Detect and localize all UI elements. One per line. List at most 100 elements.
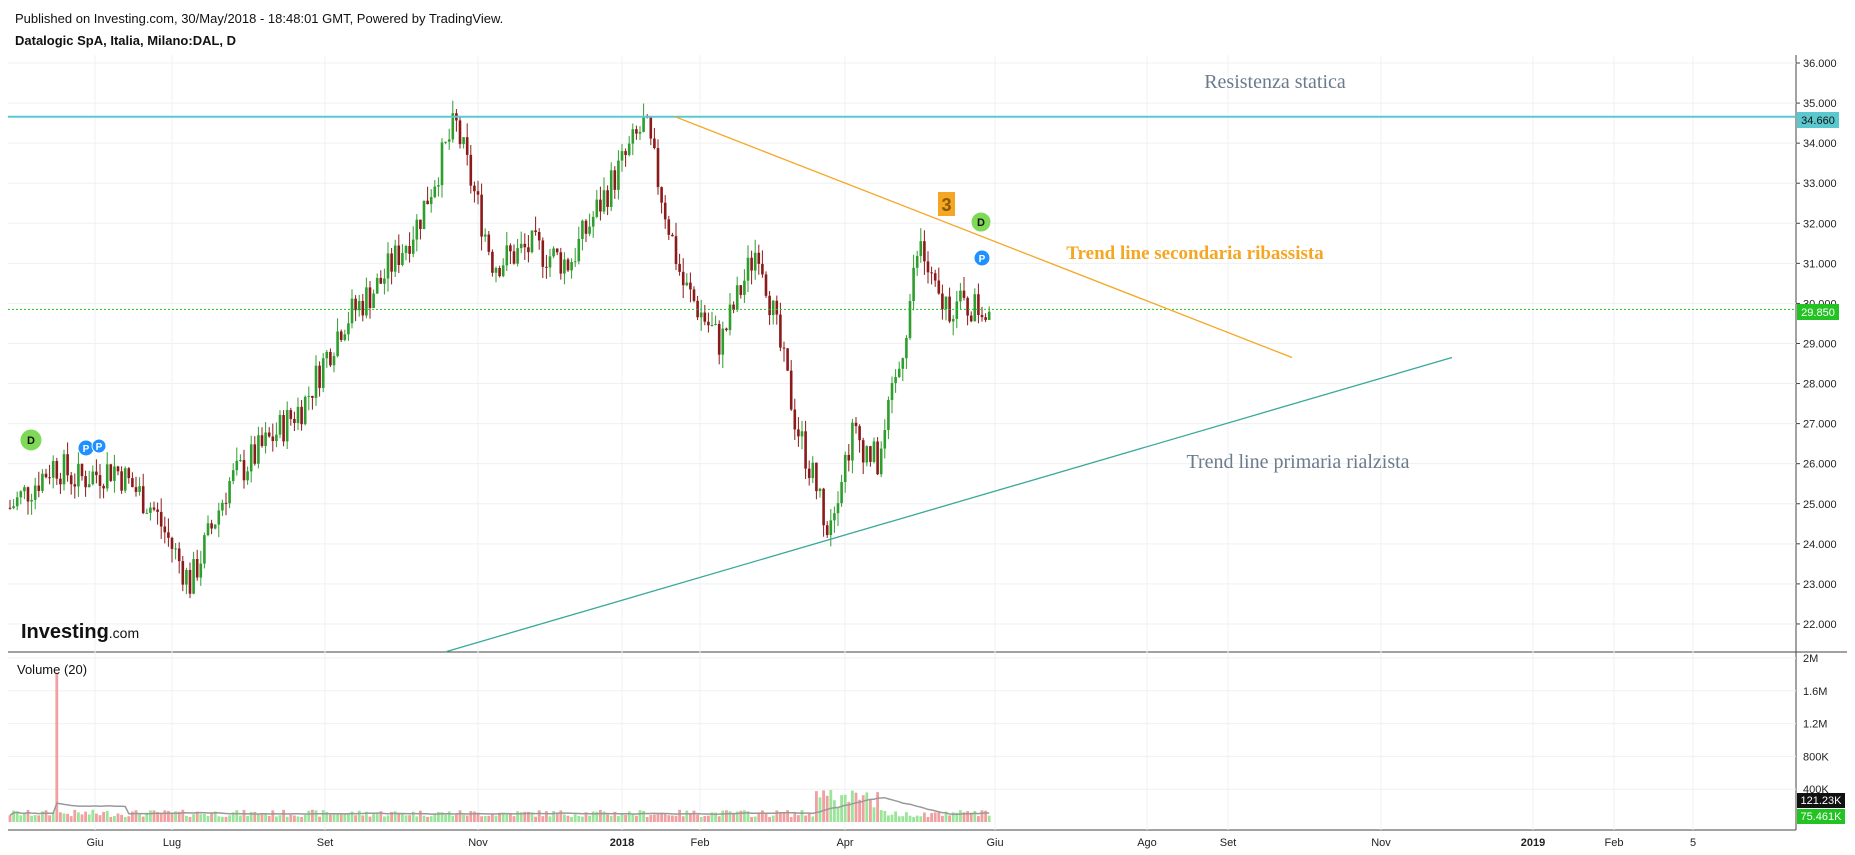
- volume-bar: [800, 810, 804, 822]
- volume-bar: [437, 811, 440, 822]
- volume-bar: [185, 815, 188, 822]
- volume-bar: [336, 814, 339, 822]
- candle-body: [95, 471, 98, 476]
- wave-label: 3: [941, 195, 951, 215]
- volume-bar: [267, 816, 271, 822]
- volume-bar: [876, 792, 879, 822]
- candle-body: [249, 444, 253, 472]
- candle-body: [548, 256, 552, 268]
- candle-body: [447, 139, 451, 142]
- candle-body: [617, 160, 620, 190]
- candle-body: [242, 460, 246, 481]
- candle-body: [735, 285, 739, 310]
- candle-body: [962, 290, 966, 298]
- volume-bar: [872, 807, 876, 822]
- candle-body: [23, 487, 26, 492]
- volume-ma-badge: [1797, 793, 1845, 808]
- volume-bar: [37, 815, 41, 822]
- volume-bar: [368, 816, 372, 822]
- volume-bar: [836, 806, 840, 822]
- volume-bar: [444, 814, 447, 822]
- volume-bar: [789, 816, 793, 822]
- x-tick-label: Apr: [836, 837, 853, 849]
- volume-bar: [955, 812, 959, 822]
- event-markers[interactable]: DP PDP: [19, 211, 992, 457]
- candle-body: [707, 321, 710, 326]
- candle-body: [476, 191, 480, 195]
- candle-body: [473, 185, 476, 192]
- candle-body: [213, 524, 217, 529]
- volume-bar: [141, 816, 145, 822]
- volume-bar: [177, 811, 181, 822]
- volume-bar: [174, 811, 177, 822]
- candle-body: [537, 232, 541, 241]
- volume-bar: [433, 813, 437, 822]
- candle-body: [462, 137, 465, 145]
- volume-bar: [379, 811, 383, 822]
- volume-bar: [159, 814, 163, 822]
- volume-bar: [897, 816, 901, 822]
- svg-text:D: D: [977, 217, 985, 229]
- candle-body: [307, 395, 311, 397]
- split-marker[interactable]: P: [77, 439, 95, 457]
- volume-bar: [577, 816, 581, 822]
- volume-bar: [123, 817, 127, 822]
- volume-bar: [689, 814, 692, 822]
- candle-body: [350, 298, 354, 324]
- volume-bar: [408, 815, 411, 822]
- candle-body: [951, 318, 955, 322]
- y-tick-label: 31.000: [1803, 258, 1837, 270]
- candle-body: [98, 475, 102, 486]
- volume-bar: [12, 810, 15, 822]
- volume-bar: [44, 810, 48, 822]
- x-tick-label: Set: [317, 837, 334, 849]
- candle-body: [401, 252, 404, 265]
- volume-bar: [127, 816, 131, 822]
- vol-tick-label: 800K: [1803, 751, 1829, 763]
- volume-bar: [987, 815, 991, 822]
- volume-bar: [397, 812, 401, 822]
- primary-trend-line[interactable]: [444, 356, 1453, 653]
- volume-bar: [678, 809, 681, 822]
- volume-bar: [530, 812, 534, 822]
- volume-bar: [887, 815, 890, 822]
- volume-bar: [599, 809, 602, 822]
- candle-body: [62, 454, 66, 485]
- volume-bar: [426, 816, 429, 822]
- candle-body: [588, 226, 591, 234]
- volume-bar: [919, 816, 923, 822]
- candle-body: [41, 473, 44, 491]
- volume-bar: [476, 812, 480, 822]
- candle-body: [725, 328, 728, 331]
- volume-bar: [606, 814, 609, 822]
- volume-bar: [761, 810, 764, 822]
- split-marker[interactable]: P: [973, 249, 991, 267]
- candle-body: [159, 511, 163, 527]
- candle-body: [368, 287, 372, 308]
- volume-bar: [48, 815, 51, 822]
- volume-bar: [138, 814, 141, 822]
- candle-body: [890, 383, 894, 400]
- candle-body: [566, 259, 570, 271]
- split-marker[interactable]: P: [91, 438, 107, 454]
- symbol-title: Datalogic SpA, Italia, Milano:DAL, D: [15, 33, 237, 48]
- candle-body: [73, 484, 77, 487]
- candle-body: [602, 190, 606, 212]
- candle-body: [847, 454, 851, 461]
- candle-body: [379, 277, 383, 284]
- volume-bar: [923, 812, 926, 822]
- volume-bar: [635, 815, 638, 822]
- secondary-trend-line[interactable]: [674, 116, 1293, 359]
- volume-bar: [440, 812, 444, 822]
- volume-bar: [523, 811, 527, 822]
- candle-body: [883, 429, 887, 449]
- candle-body: [426, 200, 429, 205]
- volume-bar: [87, 814, 91, 822]
- candle-body: [941, 293, 944, 310]
- volume-bar: [797, 815, 800, 822]
- dividend-marker[interactable]: D: [970, 211, 992, 233]
- dividend-marker[interactable]: D: [19, 428, 43, 452]
- y-tick-label: 32.000: [1803, 218, 1837, 230]
- candle-body: [440, 142, 444, 186]
